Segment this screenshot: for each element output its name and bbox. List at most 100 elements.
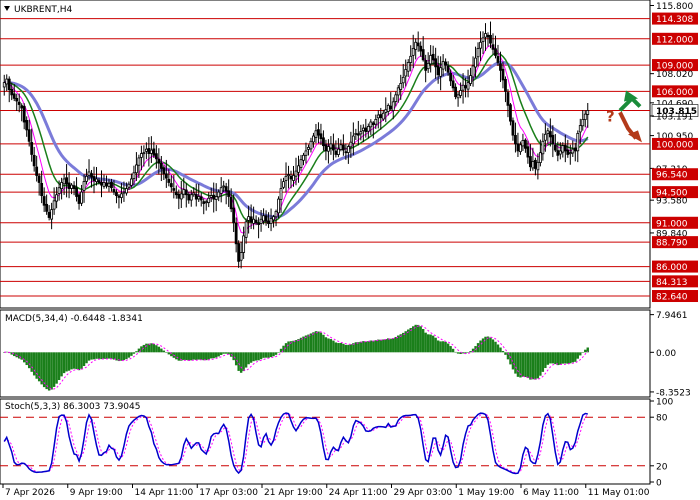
candle bbox=[237, 240, 241, 268]
candle-body bbox=[35, 166, 39, 176]
macd-bar bbox=[454, 351, 457, 353]
candle bbox=[234, 217, 238, 253]
candle-body bbox=[115, 192, 118, 197]
candle bbox=[257, 217, 260, 239]
price-tick-label-9: 100.950 bbox=[656, 132, 693, 142]
candle bbox=[414, 38, 418, 60]
macd-bar bbox=[554, 352, 557, 365]
macd-bar bbox=[441, 341, 445, 353]
macd-bar bbox=[489, 337, 492, 353]
candle bbox=[137, 154, 141, 179]
macd-bar bbox=[249, 352, 253, 363]
macd-bar bbox=[412, 326, 415, 353]
macd-bar bbox=[202, 352, 205, 361]
candle bbox=[217, 189, 221, 202]
candle bbox=[381, 109, 385, 121]
candle-body bbox=[262, 215, 265, 222]
candle-body bbox=[479, 41, 482, 49]
candle-body bbox=[456, 94, 460, 99]
candle-body bbox=[369, 121, 373, 128]
price-badge-label-10: 100.000 bbox=[656, 140, 693, 150]
candle-body bbox=[583, 113, 587, 120]
time-label-3: 17 Apr 03:00 bbox=[199, 488, 258, 498]
time-label-9: 11 May 01:00 bbox=[588, 488, 650, 498]
candle-body bbox=[202, 201, 206, 204]
candle bbox=[110, 178, 113, 192]
candle-body bbox=[451, 80, 455, 89]
candle-body bbox=[147, 148, 151, 154]
candle bbox=[344, 143, 348, 160]
candle bbox=[444, 58, 448, 72]
macd-bar bbox=[424, 332, 427, 353]
candle-body bbox=[327, 146, 330, 152]
candle bbox=[189, 189, 193, 207]
macd-bar bbox=[279, 348, 283, 353]
candle-body bbox=[317, 129, 320, 136]
candle-body bbox=[366, 126, 370, 132]
candle-body bbox=[90, 173, 93, 178]
macd-bar bbox=[481, 338, 485, 353]
candle-body bbox=[489, 34, 492, 44]
price-badge-label-3: 109.000 bbox=[656, 62, 693, 72]
price-tick-label-8: 103.191 bbox=[656, 112, 693, 122]
candle-body bbox=[446, 65, 450, 73]
macd-bar bbox=[534, 352, 537, 380]
macd-bar bbox=[436, 340, 440, 353]
candle bbox=[456, 91, 460, 107]
candle-body bbox=[67, 182, 71, 190]
candle-body bbox=[339, 144, 343, 150]
price-badge-label-1: 114.308 bbox=[656, 15, 693, 25]
candle bbox=[174, 185, 178, 199]
candle-body bbox=[232, 207, 236, 224]
candle bbox=[244, 218, 248, 244]
macd-bar bbox=[222, 352, 225, 354]
macd-bar bbox=[57, 352, 61, 381]
candle-body bbox=[581, 118, 585, 127]
candle bbox=[299, 154, 303, 171]
candle-body bbox=[120, 193, 123, 198]
candle bbox=[80, 184, 83, 207]
candle-body bbox=[227, 190, 231, 197]
candle bbox=[274, 209, 278, 227]
price-badge-13 bbox=[652, 186, 698, 199]
macd-bar bbox=[421, 328, 425, 353]
macd-bar bbox=[344, 344, 348, 353]
candle bbox=[40, 170, 44, 204]
macd-bar bbox=[282, 345, 285, 353]
stoch-axis: 100 80 20 0 bbox=[650, 398, 673, 489]
time-label-1: 9 Apr 19:00 bbox=[70, 488, 123, 498]
price-badge-label-2: 112.000 bbox=[656, 35, 693, 45]
candle-body bbox=[529, 156, 532, 168]
candle bbox=[309, 137, 313, 153]
candle-body bbox=[217, 191, 221, 198]
macd-bar bbox=[307, 334, 310, 353]
macd-bar bbox=[120, 352, 123, 361]
macd-bar bbox=[215, 352, 218, 358]
candle-body bbox=[25, 120, 29, 131]
macd-bar bbox=[466, 352, 470, 353]
candle bbox=[130, 173, 133, 188]
candle-body bbox=[481, 37, 485, 42]
macd-bar bbox=[185, 352, 188, 361]
candle-body bbox=[414, 41, 418, 50]
macd-bar bbox=[18, 352, 21, 359]
candle-body bbox=[524, 139, 527, 149]
candle bbox=[369, 119, 373, 135]
candle bbox=[479, 31, 482, 62]
candle bbox=[77, 193, 81, 210]
macd-bar bbox=[414, 324, 417, 353]
candle-body bbox=[60, 182, 63, 189]
candle bbox=[149, 136, 153, 163]
macd-bar bbox=[496, 344, 500, 353]
candle bbox=[426, 52, 430, 73]
macd-bar bbox=[402, 332, 405, 353]
symbol-dropdown-icon[interactable] bbox=[4, 6, 10, 11]
price-badge-label-13: 94.500 bbox=[656, 189, 688, 199]
candle bbox=[60, 177, 63, 200]
candle bbox=[489, 21, 492, 49]
candle bbox=[531, 147, 535, 171]
candle bbox=[364, 118, 368, 138]
candle bbox=[558, 142, 562, 160]
candle bbox=[563, 134, 567, 163]
